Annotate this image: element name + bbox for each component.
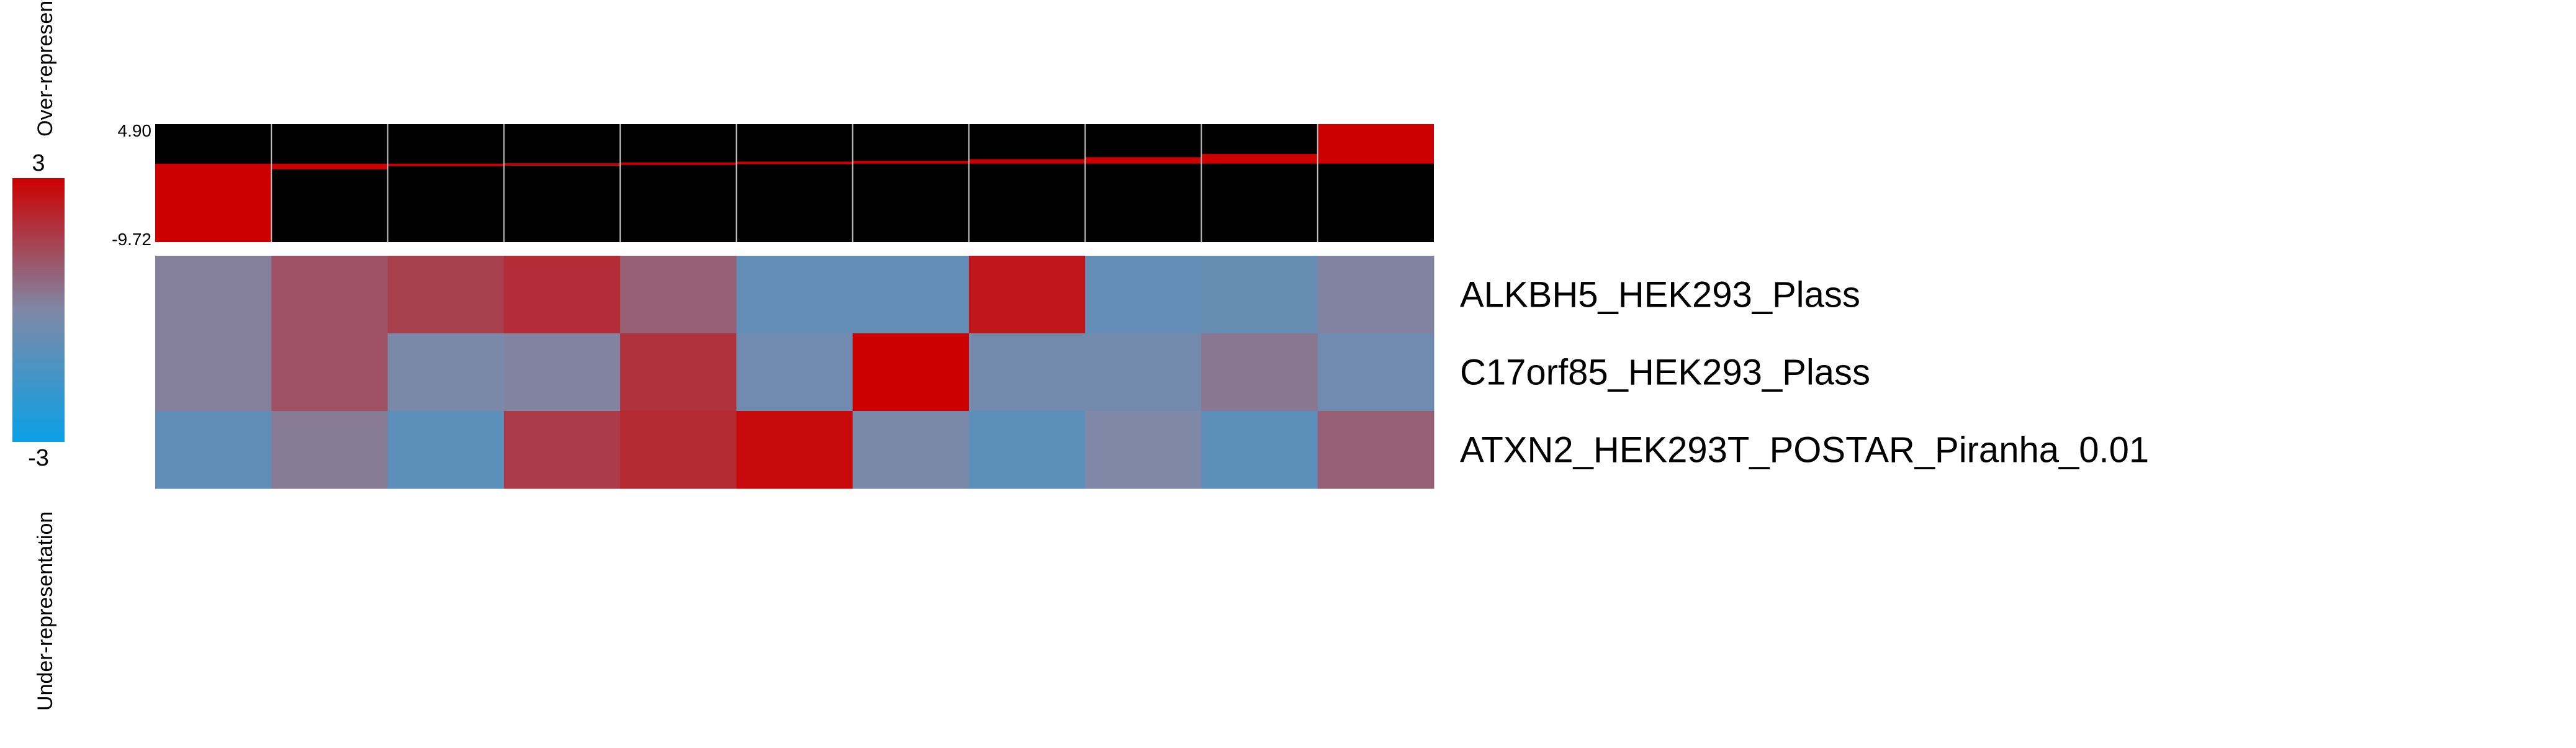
heatmap-cell-r3-c8 (968, 411, 1086, 489)
colorbar-max-label: 3 (32, 150, 45, 176)
heatmap-cell-r1-c2 (271, 256, 389, 334)
top-bar-4 (503, 163, 621, 166)
heatmap-cell-r2-c4 (503, 333, 621, 412)
heatmap-cell-r3-c10 (1201, 411, 1318, 489)
top-bar-8 (968, 159, 1086, 164)
top-bar-background (155, 124, 1434, 242)
row-label-1: ALKBH5_HEK293_Plass (1460, 275, 1860, 315)
colorbar: Over-representation 3 -3 Under-represent… (12, 0, 65, 711)
top-bar-10 (1201, 154, 1318, 164)
heatmap-grid (155, 256, 1434, 489)
top-bar-1 (155, 163, 272, 242)
colorbar-gradient (12, 178, 65, 442)
top-bar-6 (736, 161, 853, 164)
heatmap-cell-r3-c5 (620, 411, 737, 489)
heatmap-cell-r3-c7 (852, 411, 970, 489)
heatmap-cell-r1-c1 (155, 256, 272, 334)
heatmap-cell-r1-c8 (968, 256, 1086, 334)
row-labels: ALKBH5_HEK293_Plass C17orf85_HEK293_Plass… (1460, 275, 2149, 471)
top-bar-panel: 4.90 -9.72 (112, 121, 1434, 249)
heatmap-cell-r3-c9 (1085, 411, 1202, 489)
top-bar-2 (271, 163, 388, 169)
top-bar-9 (1085, 157, 1202, 164)
heatmap-cell-r1-c10 (1201, 256, 1318, 334)
heatmap-cell-r1-c4 (503, 256, 621, 334)
row-label-2: C17orf85_HEK293_Plass (1460, 353, 1870, 393)
colorbar-min-label: -3 (28, 445, 49, 471)
heatmap-cell-r2-c2 (271, 333, 389, 412)
heatmap-cell-r2-c6 (736, 333, 853, 412)
top-bar-7 (852, 161, 969, 164)
colorbar-top-label: Over-representation (34, 0, 57, 137)
heatmap-cell-r3-c2 (271, 411, 389, 489)
heatmap-cell-r1-c6 (736, 256, 853, 334)
heatmap-cell-r2-c7 (852, 333, 970, 412)
heatmap-cell-r2-c1 (155, 333, 272, 412)
heatmap-cell-r2-c3 (387, 333, 505, 412)
heatmap-cell-r2-c10 (1201, 333, 1318, 412)
row-label-3: ATXN2_HEK293T_POSTAR_Piranha_0.01 (1460, 430, 2149, 471)
top-bar-3 (387, 163, 504, 166)
heatmap-cell-r3-c1 (155, 411, 272, 489)
heatmap-cell-r1-c11 (1317, 256, 1434, 334)
heatmap-cell-r3-c4 (503, 411, 621, 489)
heatmap-cell-r2-c9 (1085, 333, 1202, 412)
heatmap-cell-r1-c3 (387, 256, 505, 334)
heatmap-cell-r2-c11 (1317, 333, 1434, 412)
heatmap-cell-r2-c5 (620, 333, 737, 412)
heatmap-cell-r1-c7 (852, 256, 970, 334)
heatmap-cell-r2-c8 (968, 333, 1086, 412)
heatmap-cell-r1-c9 (1085, 256, 1202, 334)
heatmap-cell-r1-c5 (620, 256, 737, 334)
heatmap-cell-r3-c3 (387, 411, 505, 489)
top-bar-5 (620, 162, 737, 165)
top-bar-min-label: -9.72 (112, 230, 151, 249)
heatmap-cell-r3-c11 (1317, 411, 1434, 489)
top-bar-11 (1317, 124, 1434, 164)
top-bar-max-label: 4.90 (118, 121, 152, 140)
colorbar-bottom-label: Under-representation (34, 511, 57, 711)
heatmap-cell-r3-c6 (736, 411, 853, 489)
